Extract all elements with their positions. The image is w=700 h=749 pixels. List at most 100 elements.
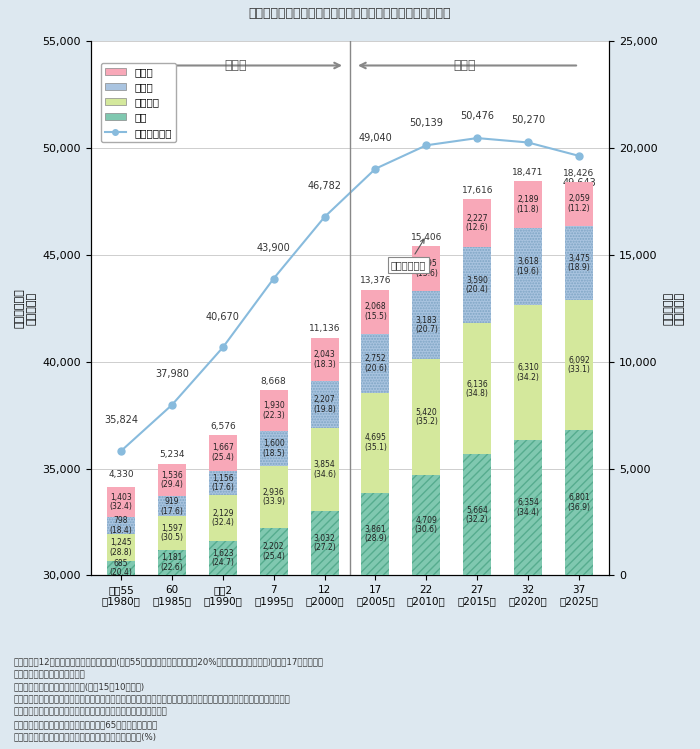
Bar	[514, 228, 542, 305]
Text: 4,709
(30.6): 4,709 (30.6)	[415, 516, 438, 535]
Text: 1,181
(22.6): 1,181 (22.6)	[160, 554, 183, 572]
Bar	[260, 431, 288, 466]
Text: 3,475
(18.9): 3,475 (18.9)	[568, 254, 590, 273]
Bar	[514, 228, 542, 305]
Text: 49,040: 49,040	[358, 133, 392, 143]
Text: 推計値: 推計値	[453, 59, 476, 72]
Bar	[158, 516, 186, 550]
Bar	[565, 225, 593, 300]
Bar	[412, 475, 440, 575]
Bar	[565, 430, 593, 575]
Text: 43,900: 43,900	[257, 243, 290, 253]
Text: 1,597
(30.5): 1,597 (30.5)	[160, 524, 183, 542]
Bar	[361, 290, 389, 334]
Text: 3,854
(34.6): 3,854 (34.6)	[313, 460, 336, 479]
Text: 11,136: 11,136	[309, 324, 340, 333]
Bar	[107, 517, 135, 534]
Bar	[514, 305, 542, 440]
Text: 1,930
(22.3): 1,930 (22.3)	[262, 401, 285, 420]
Bar	[463, 246, 491, 324]
Bar	[158, 550, 186, 575]
Text: 13,376: 13,376	[360, 276, 391, 285]
Text: 資料：平成12年までは総務省「国勢調査」(昭和55年の家族類型別世帯数は20%抽出集計結果による。)、平成17年以降は国
　立社会保障・人口問題研究所
　「日本: 資料：平成12年までは総務省「国勢調査」(昭和55年の家族類型別世帯数は20%抽…	[14, 658, 324, 742]
Text: 5,664
(32.2): 5,664 (32.2)	[466, 506, 489, 524]
Bar	[158, 464, 186, 497]
Text: 3,618
(19.6): 3,618 (19.6)	[517, 257, 540, 276]
Bar	[260, 466, 288, 528]
Bar	[311, 511, 339, 575]
Bar	[361, 493, 389, 575]
Text: 15,406: 15,406	[411, 233, 442, 242]
Text: 3,861
(28.9): 3,861 (28.9)	[364, 525, 387, 544]
Text: 3,590
(20.4): 3,590 (20.4)	[466, 276, 489, 294]
Bar	[260, 390, 288, 431]
Bar	[565, 182, 593, 225]
Text: 50,270: 50,270	[511, 115, 545, 125]
Bar	[361, 334, 389, 392]
Text: 2,059
(11.2): 2,059 (11.2)	[568, 195, 590, 213]
Text: 4,330: 4,330	[108, 470, 134, 479]
Bar	[361, 493, 389, 575]
Bar	[158, 550, 186, 575]
Bar	[412, 246, 440, 291]
Text: 2,752
(20.6): 2,752 (20.6)	[364, 354, 387, 372]
Text: 35,824: 35,824	[104, 416, 138, 425]
Text: 高齢世帯総数: 高齢世帯総数	[391, 239, 426, 270]
Text: 5,420
(35.2): 5,420 (35.2)	[415, 407, 438, 426]
Bar	[412, 475, 440, 575]
Bar	[463, 246, 491, 324]
Text: 1,600
(18.5): 1,600 (18.5)	[262, 439, 285, 458]
Bar	[209, 541, 237, 575]
Text: 1,623
(24.7): 1,623 (24.7)	[211, 549, 235, 568]
Bar	[514, 181, 542, 228]
Bar	[463, 455, 491, 575]
Text: 8,668: 8,668	[261, 377, 286, 386]
Text: 1,667
(25.4): 1,667 (25.4)	[211, 443, 235, 462]
Bar	[361, 392, 389, 493]
Text: 50,476: 50,476	[460, 111, 494, 121]
Text: 49,643: 49,643	[562, 178, 596, 188]
Text: 2,129
(32.4): 2,129 (32.4)	[211, 509, 235, 527]
Text: 2,202
(25.4): 2,202 (25.4)	[262, 542, 285, 561]
Bar	[158, 497, 186, 516]
Text: 919
(17.6): 919 (17.6)	[160, 497, 183, 515]
Text: 1,403
(32.4): 1,403 (32.4)	[110, 493, 132, 512]
Bar	[463, 324, 491, 455]
Bar	[463, 199, 491, 246]
Text: 2,068
(15.5): 2,068 (15.5)	[364, 303, 387, 321]
Bar	[260, 528, 288, 575]
Text: 6,354
(34.4): 6,354 (34.4)	[517, 498, 540, 517]
Bar	[260, 528, 288, 575]
Text: 2,189
(11.8): 2,189 (11.8)	[517, 195, 540, 213]
Text: 4,695
(35.1): 4,695 (35.1)	[364, 434, 387, 452]
Bar	[158, 497, 186, 516]
Text: 18,471: 18,471	[512, 168, 544, 177]
Legend: その他, 親と子, 夫婦のみ, 単独, 一般世帯総数: その他, 親と子, 夫婦のみ, 単独, 一般世帯総数	[101, 63, 176, 142]
Text: 実績値: 実績値	[224, 59, 247, 72]
Bar	[311, 511, 339, 575]
Bar	[107, 561, 135, 575]
Bar	[107, 487, 135, 517]
Text: 6,310
(34.2): 6,310 (34.2)	[517, 363, 540, 382]
Text: 6,801
(36.9): 6,801 (36.9)	[568, 494, 591, 512]
Text: 798
(18.4): 798 (18.4)	[110, 516, 132, 535]
Bar	[311, 338, 339, 381]
Text: 18,426: 18,426	[564, 169, 594, 178]
Text: 6,136
(34.8): 6,136 (34.8)	[466, 380, 489, 398]
Bar	[463, 455, 491, 575]
Bar	[311, 381, 339, 428]
Text: 6,576: 6,576	[210, 422, 236, 431]
Text: 2,095
(13.6): 2,095 (13.6)	[415, 259, 438, 278]
Bar	[209, 470, 237, 495]
Text: 17,616: 17,616	[461, 186, 493, 195]
Bar	[565, 300, 593, 430]
Bar	[514, 440, 542, 575]
Text: 685
(20.4): 685 (20.4)	[110, 559, 132, 577]
Bar	[209, 435, 237, 470]
Text: 2,227
(12.6): 2,227 (12.6)	[466, 213, 489, 232]
Bar	[412, 291, 440, 359]
Text: 2,207
(19.8): 2,207 (19.8)	[313, 395, 336, 414]
Text: 3,183
(20.7): 3,183 (20.7)	[415, 316, 438, 334]
Text: 46,782: 46,782	[307, 181, 342, 191]
Bar	[260, 431, 288, 466]
